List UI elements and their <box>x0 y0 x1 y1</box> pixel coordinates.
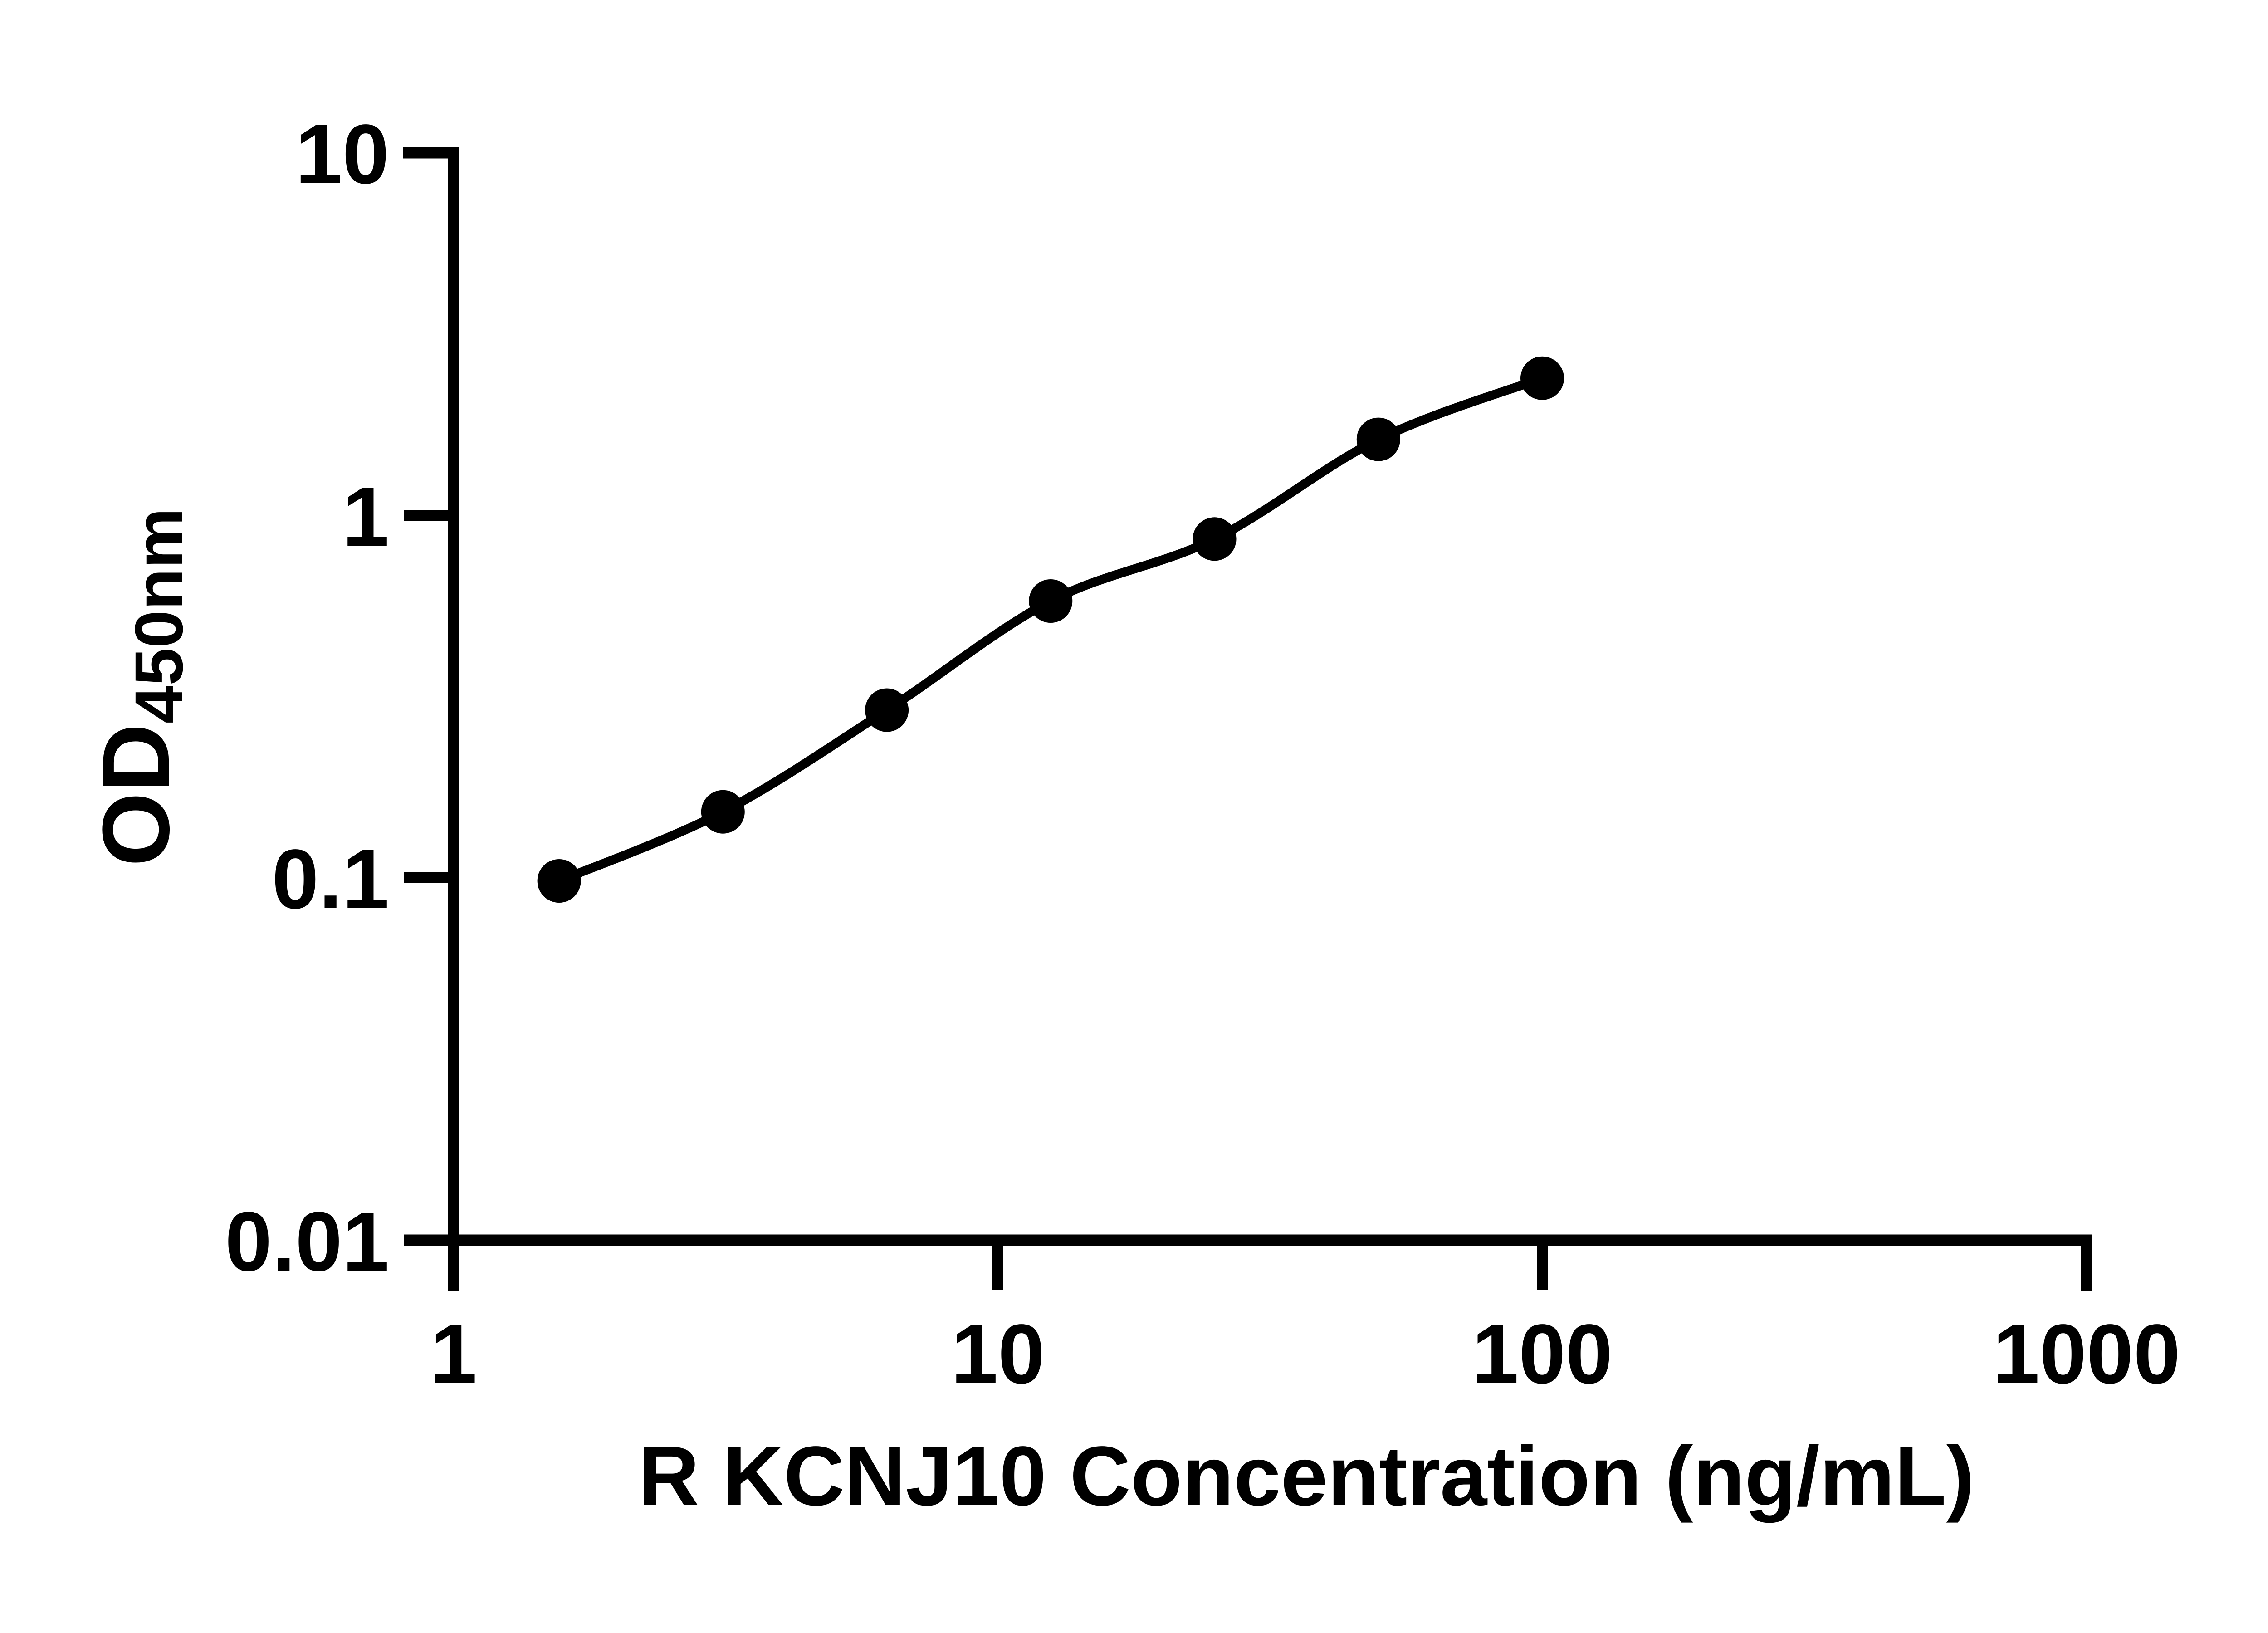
x-axis <box>404 1234 2092 1291</box>
x-tick-label: 1 <box>430 1307 477 1401</box>
x-tick-label: 10 <box>951 1307 1045 1401</box>
x-axis-title: R KCNJ10 Concentration (ng/mL) <box>638 1429 1975 1523</box>
y-tick-label: 1 <box>342 470 389 564</box>
data-point <box>1520 356 1564 400</box>
x-tick-label: 100 <box>1472 1307 1613 1401</box>
data-point <box>1356 417 1400 461</box>
y-tick-label: 0.1 <box>272 832 389 926</box>
data-point <box>1193 517 1237 561</box>
data-point <box>701 790 745 834</box>
y-axis-title-main: OD <box>83 724 189 867</box>
data-point <box>865 688 909 732</box>
y-tick-label: 10 <box>295 108 389 201</box>
y-axis <box>403 147 459 1291</box>
x-tick-label: 1000 <box>1993 1307 2180 1401</box>
data-point <box>1029 579 1073 623</box>
y-tick-label: 0.01 <box>225 1195 389 1289</box>
data-point <box>537 859 581 903</box>
y-axis-title: OD450nm <box>83 508 197 866</box>
y-axis-title-subscript: 450nm <box>121 508 197 724</box>
